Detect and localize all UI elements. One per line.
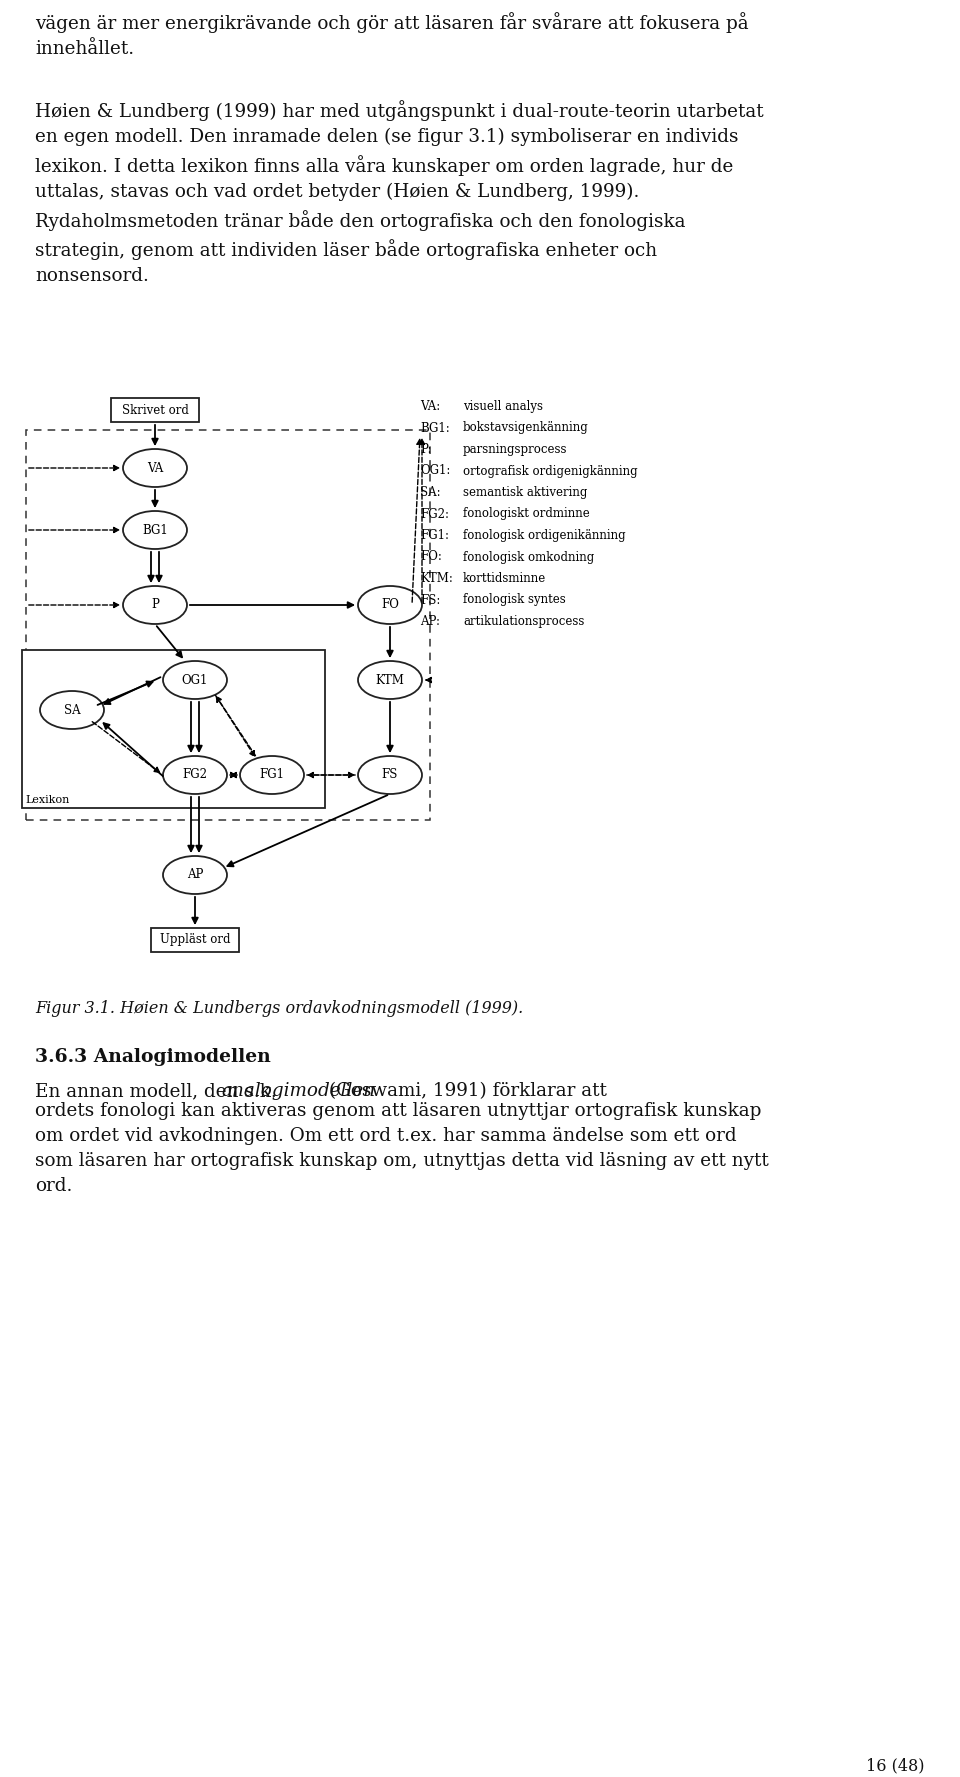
Text: P: P (151, 599, 159, 611)
Text: FS:: FS: (420, 594, 441, 606)
Ellipse shape (163, 661, 227, 698)
Text: ordets fonologi kan aktiveras genom att läsaren utnyttjar ortografisk kunskap
om: ordets fonologi kan aktiveras genom att … (35, 1102, 769, 1194)
Ellipse shape (358, 755, 422, 794)
Ellipse shape (123, 586, 187, 624)
FancyBboxPatch shape (22, 650, 325, 809)
Text: AP:: AP: (420, 615, 440, 627)
Text: OG1: OG1 (181, 673, 208, 686)
FancyBboxPatch shape (151, 928, 239, 952)
Text: VA: VA (147, 462, 163, 474)
Text: AP: AP (187, 869, 204, 881)
Text: bokstavsigenkänning: bokstavsigenkänning (463, 421, 588, 435)
FancyBboxPatch shape (111, 398, 199, 421)
Text: (Goswami, 1991) förklarar att: (Goswami, 1991) förklarar att (323, 1082, 607, 1100)
Text: SA:: SA: (420, 485, 441, 499)
Text: BG1: BG1 (142, 524, 168, 537)
Text: korttidsminne: korttidsminne (463, 572, 546, 585)
Ellipse shape (123, 512, 187, 549)
Text: SA: SA (63, 704, 81, 716)
Text: ortografisk ordigenigkänning: ortografisk ordigenigkänning (463, 464, 637, 478)
Ellipse shape (358, 661, 422, 698)
Text: analogimodellen: analogimodellen (221, 1082, 375, 1100)
Text: VA:: VA: (420, 400, 441, 412)
Text: FS: FS (382, 768, 398, 782)
Text: FG2:: FG2: (420, 508, 449, 521)
Text: semantisk aktivering: semantisk aktivering (463, 485, 588, 499)
Ellipse shape (358, 586, 422, 624)
Text: OG1:: OG1: (420, 464, 450, 478)
Text: FG1: FG1 (259, 768, 284, 782)
Text: KTM: KTM (375, 673, 404, 686)
Text: En annan modell, den s.k.: En annan modell, den s.k. (35, 1082, 282, 1100)
Text: FG2: FG2 (182, 768, 207, 782)
Text: vägen är mer energikrävande och gör att läsaren får svårare att fokusera på
inne: vägen är mer energikrävande och gör att … (35, 12, 749, 59)
Text: Høien & Lundberg (1999) har med utgångspunkt i dual-route-teorin utarbetat
en eg: Høien & Lundberg (1999) har med utgångsp… (35, 100, 763, 284)
Text: KTM:: KTM: (420, 572, 453, 585)
Text: artikulationsprocess: artikulationsprocess (463, 615, 585, 627)
Ellipse shape (163, 857, 227, 894)
Ellipse shape (240, 755, 304, 794)
Text: FG1:: FG1: (420, 530, 449, 542)
Text: fonologisk syntes: fonologisk syntes (463, 594, 565, 606)
Text: 16 (48): 16 (48) (867, 1757, 925, 1773)
Text: FO: FO (381, 599, 399, 611)
Text: parsningsprocess: parsningsprocess (463, 442, 567, 457)
Ellipse shape (40, 691, 104, 729)
Text: fonologiskt ordminne: fonologiskt ordminne (463, 508, 589, 521)
Text: fonologisk omkodning: fonologisk omkodning (463, 551, 594, 563)
Text: BG1:: BG1: (420, 421, 449, 435)
Text: fonologisk ordigenikänning: fonologisk ordigenikänning (463, 530, 626, 542)
Text: Lexikon: Lexikon (25, 794, 69, 805)
Ellipse shape (123, 450, 187, 487)
Text: FO:: FO: (420, 551, 442, 563)
Text: 3.6.3 Analogimodellen: 3.6.3 Analogimodellen (35, 1048, 271, 1066)
Text: P:: P: (420, 442, 431, 457)
Text: Skrivet ord: Skrivet ord (122, 403, 188, 416)
Text: Figur 3.1. Høien & Lundbergs ordavkodningsmodell (1999).: Figur 3.1. Høien & Lundbergs ordavkodnin… (35, 1000, 523, 1016)
Text: visuell analys: visuell analys (463, 400, 543, 412)
Ellipse shape (163, 755, 227, 794)
Text: Uppläst ord: Uppläst ord (159, 933, 230, 947)
